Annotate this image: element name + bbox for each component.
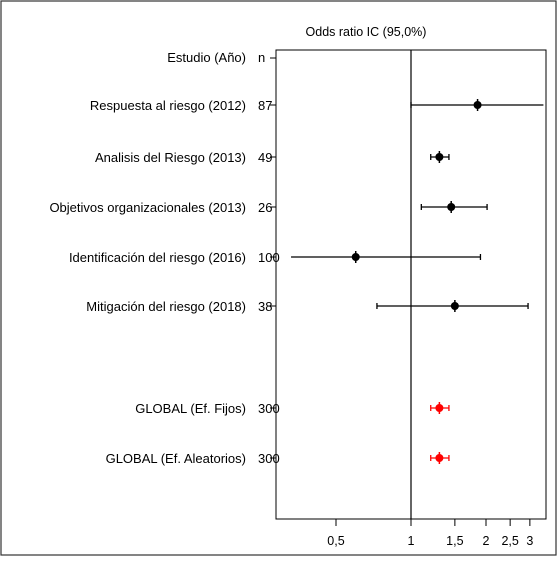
- chart-title: Odds ratio IC (95,0%): [306, 25, 427, 39]
- header-n: n: [258, 50, 265, 65]
- x-tick-label: 2,5: [501, 534, 518, 548]
- x-tick-label: 1,5: [446, 534, 463, 548]
- study-row: GLOBAL (Ef. Aleatorios) 300: [106, 451, 450, 466]
- study-label: Respuesta al riesgo (2012): [90, 98, 246, 113]
- study-n: 26: [258, 200, 272, 215]
- x-tick-label: 3: [526, 534, 533, 548]
- study-label: Mitigación del riesgo (2018): [86, 299, 246, 314]
- x-axis: 0,5 1 1,5 2 2,5 3: [327, 519, 533, 548]
- x-tick-label: 2: [483, 534, 490, 548]
- study-row: Identificación del riesgo (2016) 100: [69, 250, 482, 265]
- study-n: 300: [258, 401, 280, 416]
- study-label: Analisis del Riesgo (2013): [95, 150, 246, 165]
- x-tick-label: 0,5: [327, 534, 344, 548]
- study-label: Identificación del riesgo (2016): [69, 250, 246, 265]
- study-row: Analisis del Riesgo (2013) 49: [95, 150, 450, 165]
- study-row: Objetivos organizacionales (2013) 26: [49, 200, 488, 215]
- study-rows: Respuesta al riesgo (2012) 87 Analisis del…: [49, 98, 544, 466]
- study-n: 38: [258, 299, 272, 314]
- study-label: GLOBAL (Ef. Fijos): [135, 401, 246, 416]
- study-n: 87: [258, 98, 272, 113]
- study-n: 49: [258, 150, 272, 165]
- study-n: 100: [258, 250, 280, 265]
- study-label: Objetivos organizacionales (2013): [49, 200, 246, 215]
- study-row: GLOBAL (Ef. Fijos) 300: [135, 401, 450, 416]
- study-n: 300: [258, 451, 280, 466]
- study-label: GLOBAL (Ef. Aleatorios): [106, 451, 246, 466]
- header-study: Estudio (Año): [167, 50, 246, 65]
- study-row: Respuesta al riesgo (2012) 87: [90, 98, 544, 113]
- x-tick-label: 1: [408, 534, 415, 548]
- study-row: Mitigación del riesgo (2018) 38: [86, 299, 529, 314]
